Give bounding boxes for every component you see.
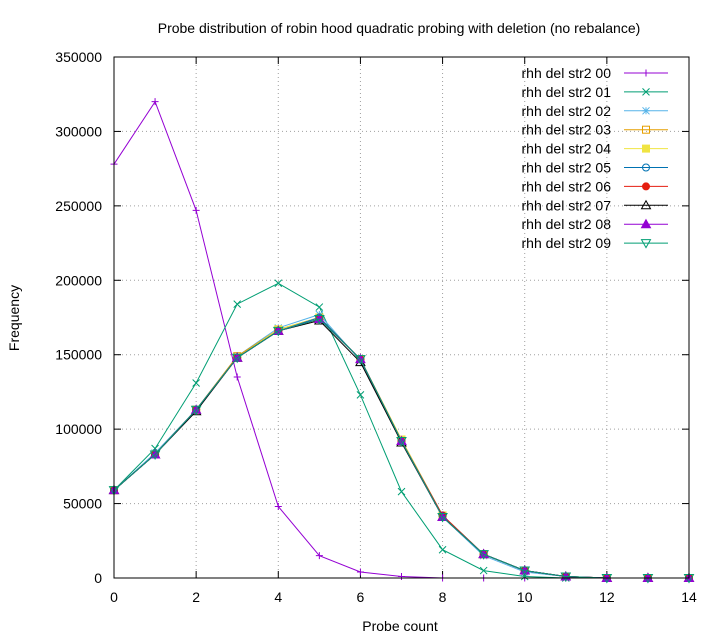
legend-label: rhh del str2 00: [522, 65, 612, 81]
x-tick-label: 6: [357, 589, 365, 605]
data-point: [437, 512, 448, 523]
y-tick-label: 250000: [55, 198, 102, 214]
data-point: [396, 437, 407, 447]
data-point: [478, 550, 489, 560]
legend-entry-02: rhh del str2 02: [522, 103, 668, 119]
data-point: [642, 69, 650, 77]
series-line-06: [110, 314, 693, 582]
series-line-01: [110, 279, 693, 582]
series-line-04: [110, 313, 693, 582]
data-point: [274, 279, 283, 288]
data-point: [642, 144, 650, 153]
legend-label: rhh del str2 06: [522, 178, 612, 194]
grid-lines: [114, 57, 689, 578]
legend-label: rhh del str2 07: [522, 197, 612, 213]
y-tick-label: 0: [94, 570, 102, 586]
legend-entry-05: rhh del str2 05: [522, 160, 668, 176]
data-point: [642, 125, 650, 134]
series-line-07: [108, 314, 695, 582]
data-point: [560, 572, 572, 583]
data-point: [356, 568, 364, 576]
series-path: [113, 316, 689, 579]
data-point: [640, 218, 652, 229]
legend-entry-04: rhh del str2 04: [522, 141, 668, 157]
data-point: [398, 573, 405, 581]
x-tick-label: 0: [110, 589, 118, 605]
data-point: [642, 182, 650, 191]
data-point: [355, 355, 366, 365]
data-point: [315, 552, 323, 560]
legend: rhh del str2 00 rhh del str2 01 rhh del st…: [522, 65, 668, 251]
x-tick-label: 8: [439, 589, 447, 605]
y-tick-label: 150000: [55, 347, 102, 363]
legend-label: rhh del str2 03: [522, 122, 612, 138]
y-tick-label: 200000: [55, 272, 102, 288]
x-tick-label: 4: [274, 589, 282, 605]
x-tick-label: 12: [599, 589, 615, 605]
data-point: [642, 88, 650, 96]
data-point: [190, 405, 202, 416]
data-point: [233, 300, 242, 308]
data-point: [640, 239, 652, 249]
legend-entry-00: rhh del str2 00: [522, 65, 668, 81]
series-path: [113, 282, 689, 579]
series-line-03: [110, 313, 693, 582]
data-point: [519, 566, 531, 577]
series-line-09: [108, 314, 695, 584]
data-point: [438, 545, 447, 554]
data-point: [192, 206, 200, 214]
y-tick-label: 350000: [55, 49, 102, 65]
data-point: [397, 487, 406, 496]
series-path: [113, 318, 689, 579]
data-point: [356, 391, 365, 399]
y-tick-label: 50000: [63, 496, 102, 512]
series-path: [113, 318, 689, 579]
data-point: [151, 98, 159, 106]
legend-label: rhh del str2 08: [522, 216, 612, 232]
y-tick-label: 300000: [55, 123, 102, 139]
data-point: [231, 353, 243, 364]
legend-label: rhh del str2 02: [522, 103, 612, 119]
data-point: [149, 450, 161, 460]
data-point: [272, 326, 284, 337]
plot-frame: [113, 56, 690, 579]
data-point: [233, 373, 241, 381]
y-axis-label: Frequency: [6, 285, 22, 351]
data-point: [274, 503, 282, 511]
legend-label: rhh del str2 01: [522, 84, 612, 100]
data-point: [192, 379, 200, 387]
data-point: [640, 199, 652, 210]
series-path: [113, 319, 689, 579]
legend-entry-07: rhh del str2 07: [522, 197, 668, 213]
series-path: [113, 318, 689, 579]
series-line-08: [108, 313, 695, 582]
legend-label: rhh del str2 04: [522, 141, 612, 157]
legend-entry-08: rhh del str2 08: [522, 216, 668, 232]
data-point: [315, 303, 324, 311]
x-tick-label: 14: [681, 589, 697, 605]
data-point: [642, 106, 650, 115]
data-point: [479, 566, 488, 575]
legend-entry-03: rhh del str2 03: [522, 122, 668, 138]
series-path: [113, 316, 689, 579]
series-line-05: [110, 313, 693, 582]
legend-label: rhh del str2 05: [522, 160, 612, 176]
data-point: [314, 314, 325, 325]
legend-entry-09: rhh del str2 09: [522, 235, 668, 251]
legend-entry-01: rhh del str2 01: [522, 84, 668, 100]
data-point: [642, 163, 650, 172]
chart-title: Probe distribution of robin hood quadrat…: [158, 20, 641, 36]
y-tick-label: 100000: [55, 421, 102, 437]
x-tick-label: 10: [517, 589, 533, 605]
x-tick-label: 2: [192, 589, 200, 605]
series-path: [113, 316, 689, 579]
legend-label: rhh del str2 09: [522, 235, 612, 251]
x-axis-label: Probe count: [362, 618, 438, 634]
legend-entry-06: rhh del str2 06: [522, 178, 668, 194]
